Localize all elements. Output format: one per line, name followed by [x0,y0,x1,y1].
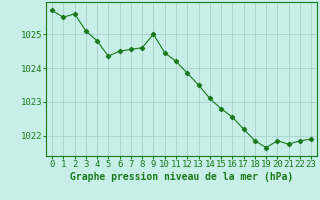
X-axis label: Graphe pression niveau de la mer (hPa): Graphe pression niveau de la mer (hPa) [70,172,293,182]
